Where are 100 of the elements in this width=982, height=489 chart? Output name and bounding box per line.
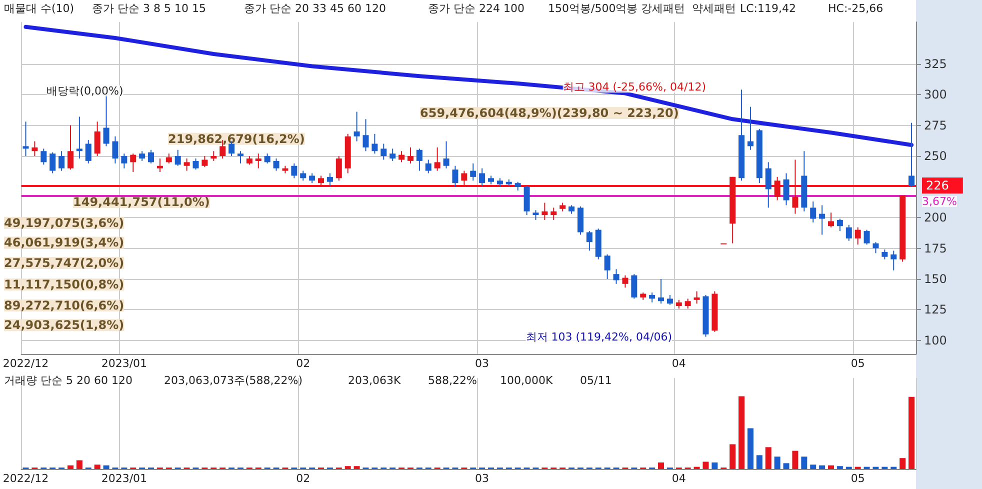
text: 203,063,073주(588,22%) [164,374,303,387]
candlestick [810,201,816,223]
bar [712,462,718,469]
candlestick [765,162,772,208]
candlestick [309,172,316,184]
candlestick [202,156,208,168]
candlestick [550,207,557,220]
bar [344,466,351,469]
ref-line-label: 226 [926,178,949,193]
annotation: 49,197,075(3,6%) [4,216,124,230]
candlestick [273,158,280,172]
candlestick [836,218,843,232]
y-tick-label: 150 [924,272,947,286]
candlestick [684,298,691,310]
candlestick [184,158,190,172]
candlestick [264,153,270,164]
candlestick [22,121,29,157]
candlestick [828,212,834,228]
candlestick [112,136,118,164]
bar [836,466,843,469]
candlestick [658,278,664,304]
text: 203,063K [348,374,402,387]
candlestick [694,290,700,304]
candlestick [532,210,539,220]
bar [908,396,915,469]
candlestick [76,116,82,159]
bar [828,465,834,469]
candlestick [318,175,324,186]
candlestick [774,176,780,201]
candlestick [434,146,440,172]
candlestick [890,250,897,271]
y-tick-label: 125 [924,302,947,317]
candlestick [407,146,414,164]
text: LC:119,42 [740,2,796,15]
candlestick [846,224,852,242]
candlestick [40,148,47,166]
candlestick [479,168,486,186]
candlestick [649,292,656,303]
candlestick [461,170,468,186]
candlestick [237,150,244,164]
candlestick [622,274,628,288]
annotation: 최저 103 (119,42%, 04/06) [526,330,672,344]
x-tick-label: 02 [296,472,310,485]
candlestick [542,202,548,220]
candlestick [631,274,638,300]
text: 150억봉/500억봉 강세패턴 약세패턴 [548,2,736,15]
bar [810,464,816,469]
annotation: 659,476,604(48,9%)(239,80 ~ 223,20) [420,106,679,120]
candlestick [613,268,620,284]
x-tick-label: 05 [850,357,865,370]
bar [801,456,808,469]
candlestick [854,226,861,246]
candlestick [139,150,146,162]
candlestick [210,150,217,162]
y-tick-label: 200 [924,210,947,225]
candlestick [380,143,387,160]
bar [765,447,772,469]
y-tick-label: 250 [924,149,947,164]
bar [747,428,754,469]
bar [900,458,906,469]
candlestick [50,152,56,174]
text: HC:-25,66 [828,2,884,15]
bar [702,462,709,469]
line-series [24,24,914,147]
x-tick-label: 03 [475,472,490,485]
candlestick [148,149,154,164]
candlestick [354,111,360,142]
candlestick [452,165,458,188]
bar [94,464,100,469]
x-tick-label: 02 [296,357,310,370]
bar [658,462,664,469]
candlestick [390,148,396,162]
y-tick-label: 275 [924,118,947,132]
x-tick-label: 05 [850,472,865,485]
candlestick [58,150,65,172]
candlestick [372,133,378,154]
x-tick-label: 2022/12 [2,472,49,485]
candlestick [166,153,172,164]
text: 거래량 단순 5 20 60 120 [4,374,132,387]
annotation: 27,575,747(2,0%) [4,256,124,270]
candlestick [336,156,342,182]
bar [730,444,736,469]
candlestick [398,150,405,163]
text: 588,22% [428,374,477,387]
candlestick [882,248,888,260]
candlestick [443,140,450,169]
candlestick [121,153,128,169]
text: 종가 단순 20 33 45 60 120 [244,2,386,15]
bar [774,456,780,469]
candlestick [300,170,306,182]
bar [103,465,110,469]
annotation: 46,061,919(3,4%) [4,236,124,250]
annotation: 149,441,757(11,0%) [73,195,210,210]
annotation: 배당락(0,00%) [46,84,124,98]
bar [67,465,74,469]
candlestick [32,140,38,157]
candlestick [666,294,673,306]
candlestick [864,229,870,246]
bar [792,450,798,469]
candlestick [174,149,181,166]
